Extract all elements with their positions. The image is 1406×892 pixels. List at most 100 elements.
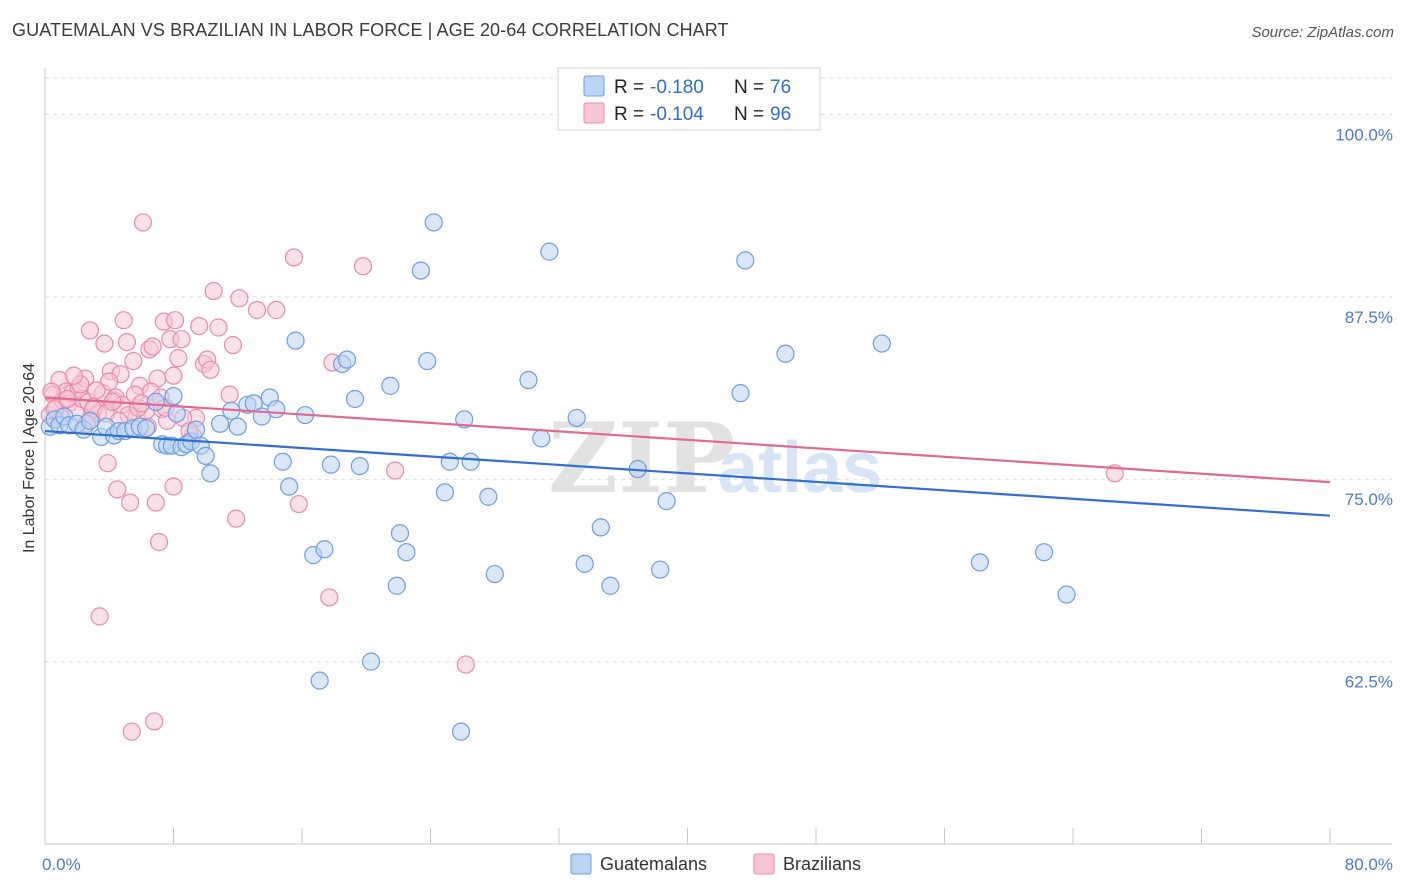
brazilian-point [145,712,164,731]
guatemalan-point [345,389,365,409]
brazilian-point [80,321,100,340]
brazilian-point [247,300,267,320]
brazilian-point [204,281,223,301]
bottom-legend-guatemalans: Guatemalans [600,854,707,874]
legend-swatch-guatemalans [583,75,605,97]
guatemalan-point [519,370,538,390]
guatemalan-point [201,464,220,483]
guatemalan-point [137,419,156,438]
guatemalans-trend-line [44,429,1331,517]
guatemalan-point [387,576,406,595]
guatemalan-point [567,408,586,428]
guatemalan-point [872,334,891,353]
guatemalan-point [601,576,620,595]
watermark-atlas: atlas [718,428,882,508]
guatemalan-point [411,261,430,280]
legend-n-value-1: 76 [770,77,791,98]
guatemalan-point [146,392,165,412]
brazilian-point [64,366,84,385]
brazilian-point [223,335,243,355]
bottom-legend-swatch-brazilians [753,853,775,875]
brazilian-point [320,588,339,607]
brazilian-point [289,494,308,514]
guatemalan-point [210,414,230,433]
x-tick-label-max: 80.0% [1345,855,1393,874]
guatemalan-point [485,564,504,584]
brazilian-point [122,722,141,741]
guatemalan-point [273,452,292,471]
y-tick-label: 87.5% [1345,308,1393,327]
guatemalan-point [186,420,206,439]
legend-n-label-1: N = [734,77,764,98]
brazilian-point [209,318,228,337]
guatemalan-point [451,722,471,741]
guatemalan-point [657,492,676,511]
brazilian-point [220,385,239,404]
y-axis-label: In Labor Force | Age 20-64 [21,363,38,553]
source-credit: Source: ZipAtlas.com [1251,24,1394,41]
brazilian-point [169,349,188,368]
guatemalan-point [455,410,474,429]
brazilian-point [100,372,119,391]
guatemalan-point [397,543,416,562]
guatemalan-point [532,429,551,448]
series-legend: Guatemalans Brazilians [570,853,861,875]
legend-swatch-brazilians [583,102,605,124]
trend-lines [44,396,1331,517]
guatemalan-point [337,350,357,369]
guatemalan-point [591,518,610,537]
axes [44,68,1392,845]
guatemalan-point [321,455,341,474]
legend-n-value-2: 96 [770,104,791,125]
brazilian-point [146,493,165,512]
brazilian-point [353,257,373,276]
guatemalan-point [310,671,329,690]
brazilian-point [164,366,183,385]
guatemalan-point [651,560,670,579]
brazilian-point [108,480,127,499]
y-tick-label: 62.5% [1345,673,1393,692]
legend-r-value-2: -0.104 [650,104,704,125]
tick-labels: 62.5% 75.0% 87.5% 100.0% 0.0% 80.0% [42,125,1393,874]
brazilian-point [284,248,304,267]
legend-n-label-2: N = [734,104,764,125]
guatemalan-point [350,457,369,476]
guatemalan-point [1057,585,1076,604]
brazilian-point [124,351,143,371]
guatemalan-point [390,524,410,543]
guatemalan-point [164,386,183,406]
brazilian-point [133,213,153,232]
legend-r-label-2: R = [614,104,644,125]
brazilian-point [90,607,109,626]
brazilian-point [143,337,162,356]
guatemalan-point [970,553,989,572]
guatemalan-point [731,384,750,403]
brazilian-point [114,311,133,330]
brazilian-point [201,360,220,379]
brazilian-point [164,477,183,496]
guatemalan-point [461,452,480,471]
guatemalan-point [267,400,286,419]
guatemalan-point [80,411,100,430]
guatemalan-point [479,487,498,506]
brazilian-point [117,332,137,352]
brazilian-point [172,330,191,349]
guatemalan-point [435,483,455,502]
guatemalan-point [424,213,443,232]
x-tick-label-min: 0.0% [42,855,81,874]
guatemalan-point [776,344,795,363]
guatemalan-point [228,417,247,436]
guatemalan-point [381,376,400,395]
guatemalan-point [280,477,299,496]
guatemalan-point [418,351,437,371]
brazilian-point [456,655,475,674]
guatemalan-point [540,242,559,261]
legend-r-label-1: R = [614,77,644,98]
y-tick-label: 100.0% [1335,125,1393,144]
brazilian-point [98,454,117,473]
brazilian-point [87,381,106,400]
guatemalan-point [315,540,334,559]
brazilian-point [386,461,405,480]
brazilian-point [42,382,61,401]
